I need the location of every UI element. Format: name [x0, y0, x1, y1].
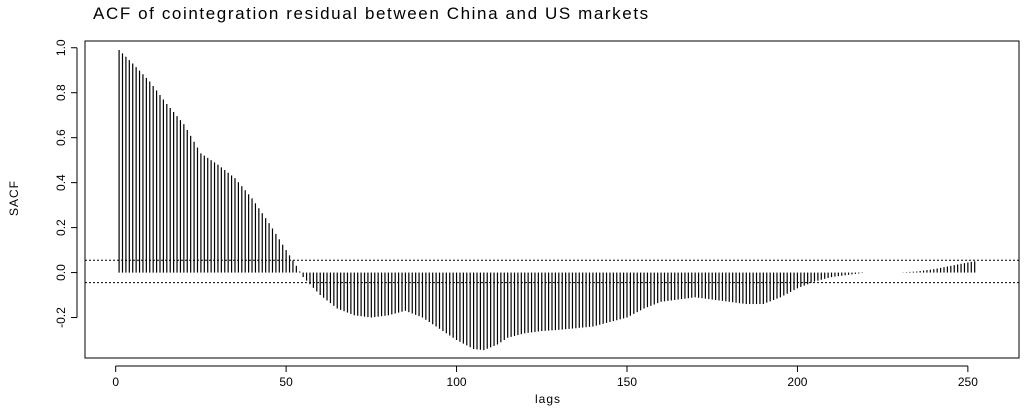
x-tick-label: 200	[787, 375, 807, 389]
y-tick-label: 0.2	[54, 219, 68, 236]
y-tick-label: 0.8	[54, 84, 68, 101]
x-tick-label: 150	[617, 375, 637, 389]
x-axis-label: lags	[535, 392, 561, 406]
y-tick-label: 1.0	[54, 39, 68, 56]
x-tick-label: 0	[112, 375, 119, 389]
x-axis: 0 50 100 150 200 250	[112, 365, 978, 389]
y-tick-label: 0.6	[54, 129, 68, 146]
y-axis: -0.2 0.0 0.2 0.4 0.6 0.8 1.0	[54, 39, 78, 328]
y-axis-label: SACF	[7, 180, 21, 216]
y-tick-label: -0.2	[54, 307, 68, 328]
y-tick-label: 0.0	[54, 264, 68, 281]
y-tick-label: 0.4	[54, 174, 68, 191]
plot-frame	[84, 40, 1020, 359]
x-tick-label: 250	[958, 375, 978, 389]
chart-title: ACF of cointegration residual between Ch…	[93, 4, 650, 23]
x-tick-label: 100	[447, 375, 467, 389]
acf-bars	[118, 49, 976, 351]
x-tick-label: 50	[279, 375, 293, 389]
